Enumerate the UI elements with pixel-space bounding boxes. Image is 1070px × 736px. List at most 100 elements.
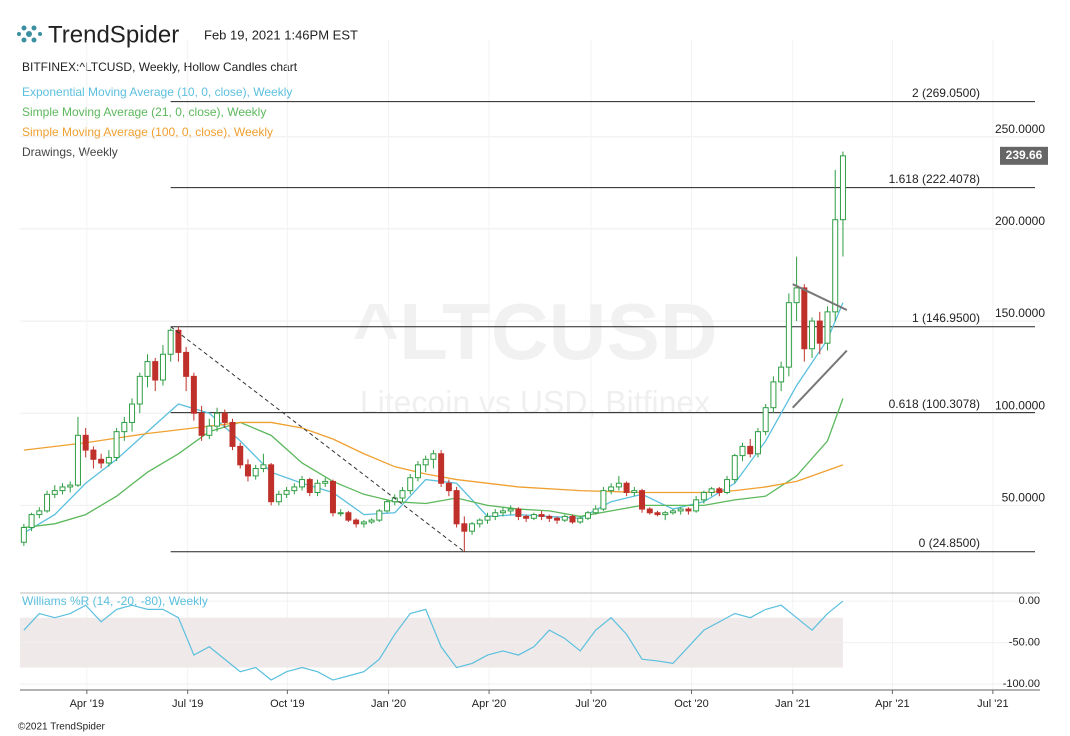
candle-body bbox=[260, 464, 267, 470]
candle-body bbox=[615, 482, 622, 488]
candle-body bbox=[677, 508, 684, 512]
candle-body bbox=[816, 320, 823, 344]
candle-body bbox=[244, 464, 251, 477]
candle-body bbox=[322, 480, 329, 484]
brand: TrendSpider bbox=[48, 21, 179, 48]
y-tick-label: 0.00 bbox=[1019, 595, 1040, 607]
candle-body bbox=[329, 480, 336, 514]
candle-body bbox=[700, 491, 707, 501]
candle-body bbox=[105, 456, 112, 464]
candle-body bbox=[538, 514, 545, 517]
candle-body bbox=[291, 486, 298, 492]
candle-body bbox=[453, 490, 460, 525]
candle-body bbox=[136, 375, 143, 405]
candle-body bbox=[229, 421, 236, 447]
x-tick-label: Jan '20 bbox=[371, 698, 406, 710]
candle-body bbox=[793, 287, 800, 304]
candle-body bbox=[669, 510, 676, 514]
fib-label: 1.618 (222.4078) bbox=[889, 172, 980, 186]
candle-body bbox=[724, 479, 731, 493]
candle-body bbox=[515, 508, 522, 517]
candle-body bbox=[121, 421, 128, 433]
candle-body bbox=[414, 464, 421, 479]
candle-body bbox=[36, 510, 43, 516]
chart-title: BITFINEX:^LTCUSD, Weekly, Hollow Candles… bbox=[22, 60, 298, 74]
y-tick-label: 150.0000 bbox=[995, 306, 1045, 320]
candle-body bbox=[608, 486, 615, 492]
y-tick-label: 200.0000 bbox=[995, 214, 1045, 228]
candle-body bbox=[778, 366, 785, 383]
y-tick-label: 50.0000 bbox=[1002, 491, 1046, 505]
candle-body bbox=[214, 412, 221, 427]
candle-body bbox=[399, 490, 406, 499]
candle-body bbox=[283, 490, 290, 495]
candle-body bbox=[353, 519, 360, 525]
candle-body bbox=[51, 490, 58, 495]
y-tick-label: -50.00 bbox=[1009, 637, 1040, 649]
candle-body bbox=[785, 302, 792, 368]
drawing-line bbox=[792, 349, 848, 409]
watermark: ^LTCUSD bbox=[352, 287, 717, 376]
candle-body bbox=[438, 453, 445, 484]
candle-body bbox=[59, 486, 66, 492]
fib-label: 0.618 (100.3078) bbox=[889, 397, 980, 411]
legend-entry: Exponential Moving Average (10, 0, close… bbox=[22, 85, 292, 99]
candle-body bbox=[44, 493, 51, 512]
candle-body bbox=[237, 445, 244, 466]
legend-entry: Williams %R (14, -20, -80), Weekly bbox=[22, 594, 208, 608]
candle-body bbox=[762, 407, 769, 433]
fib-label: 2 (269.0500) bbox=[912, 86, 980, 100]
candle-body bbox=[739, 445, 746, 457]
drawings-label: Drawings, Weekly bbox=[22, 145, 118, 159]
candle-body bbox=[600, 490, 607, 510]
candle-body bbox=[67, 484, 74, 488]
candle-body bbox=[770, 381, 777, 409]
candle-body bbox=[129, 403, 136, 423]
candle-body bbox=[299, 479, 306, 488]
x-tick-label: Oct '20 bbox=[674, 698, 709, 710]
candle-body bbox=[832, 219, 839, 313]
candle-body bbox=[98, 458, 105, 464]
candle-body bbox=[839, 155, 846, 221]
candle-body bbox=[268, 464, 275, 503]
candle-body bbox=[20, 526, 27, 543]
candle-body bbox=[554, 517, 561, 521]
footer: ©2021 TrendSpider bbox=[18, 722, 106, 733]
candle-body bbox=[337, 512, 344, 515]
candle-body bbox=[530, 514, 537, 519]
x-tick-label: Jul '19 bbox=[172, 698, 203, 710]
candle-body bbox=[190, 375, 197, 414]
candle-body bbox=[662, 512, 669, 516]
candle-body bbox=[731, 455, 738, 481]
candle-body bbox=[639, 490, 646, 510]
candle-body bbox=[592, 508, 599, 514]
candle-body bbox=[577, 517, 584, 523]
x-tick-label: Jul '21 bbox=[977, 698, 1008, 710]
candle-body bbox=[546, 515, 553, 519]
candle-body bbox=[654, 512, 661, 516]
candle-body bbox=[82, 434, 89, 451]
x-tick-label: Oct '19 bbox=[270, 698, 305, 710]
candle-body bbox=[708, 488, 715, 493]
candle-body bbox=[584, 512, 591, 519]
candle-body bbox=[252, 468, 259, 477]
candle-body bbox=[183, 351, 190, 377]
candle-body bbox=[445, 482, 452, 492]
candle-body bbox=[113, 431, 120, 458]
drawing-line bbox=[170, 326, 465, 553]
candle-body bbox=[623, 482, 630, 493]
candle-body bbox=[747, 445, 754, 455]
candle-body bbox=[407, 477, 414, 492]
candle-body bbox=[144, 361, 151, 377]
fib-label: 0 (24.8500) bbox=[919, 536, 980, 550]
candle-body bbox=[430, 453, 437, 460]
candle-body bbox=[221, 412, 228, 423]
price-tag bbox=[1000, 146, 1048, 165]
candle-body bbox=[469, 523, 476, 532]
candle-body bbox=[492, 512, 499, 517]
candle-body bbox=[376, 510, 383, 521]
candle-body bbox=[801, 287, 808, 350]
candle-body bbox=[275, 493, 282, 503]
candle-body bbox=[345, 512, 352, 521]
